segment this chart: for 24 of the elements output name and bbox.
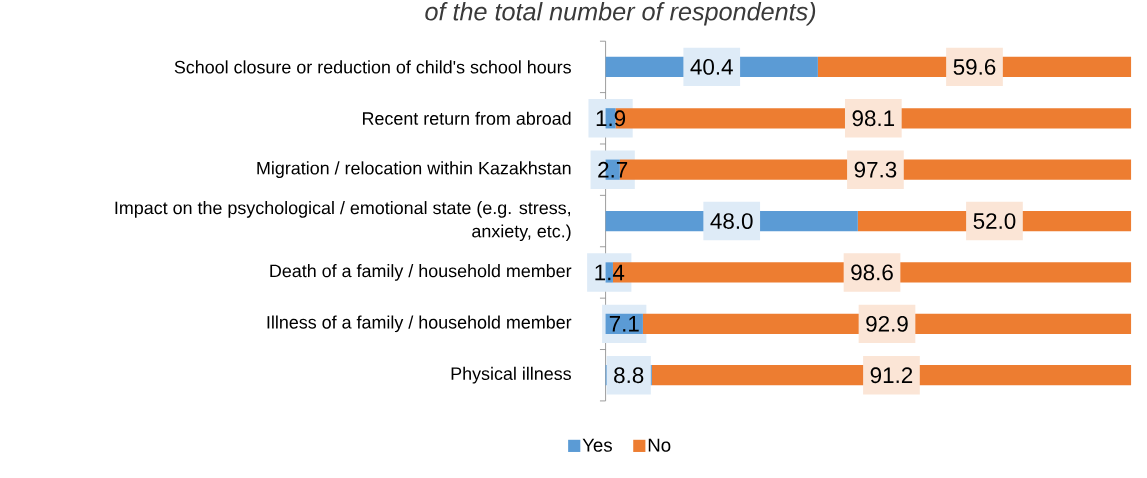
y-tick-label: Physical illness bbox=[451, 367, 571, 384]
legend-label: No bbox=[648, 438, 671, 452]
data-label: 98.6 bbox=[851, 264, 893, 281]
y-tick-label: School closure or reduction of child's school hours bbox=[174, 60, 571, 74]
data-label: 48.0 bbox=[710, 213, 753, 230]
data-label: 7.1 bbox=[609, 316, 639, 332]
data-label: 59.6 bbox=[953, 59, 996, 75]
y-tick-label: Recent return from abroad bbox=[363, 111, 571, 126]
legend-label: Yes bbox=[582, 438, 612, 452]
data-label: 1.9 bbox=[596, 110, 626, 127]
data-label: 52.0 bbox=[973, 213, 1016, 230]
data-label: 92.9 bbox=[866, 316, 908, 332]
data-label: 1.4 bbox=[595, 264, 625, 281]
data-label: 98.1 bbox=[852, 110, 895, 127]
data-label: 91.2 bbox=[870, 367, 913, 384]
data-label: 40.4 bbox=[690, 59, 733, 75]
y-tick-label: Impact on the psychological / emotional state (e.g. stress, anxiety, etc.) bbox=[115, 201, 571, 242]
chart-title: of the total number of respondents) bbox=[425, 2, 816, 26]
bar bbox=[605, 108, 616, 129]
y-tick-label: Illness of a family / household member bbox=[267, 315, 572, 333]
data-label: 97.3 bbox=[854, 161, 897, 178]
bar bbox=[605, 262, 613, 283]
y-tick-label: Death of a family / household member bbox=[270, 264, 572, 281]
y-tick-label: Migration / relocation within Kazakhstan bbox=[257, 161, 571, 179]
